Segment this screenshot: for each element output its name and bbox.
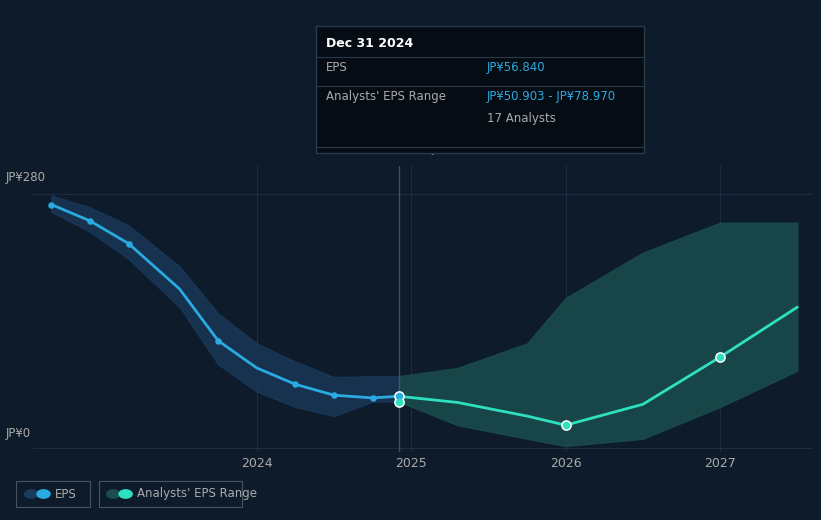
Point [84,217,97,225]
Text: EPS: EPS [55,488,76,500]
Point [366,394,379,402]
Point [392,397,406,406]
Text: EPS: EPS [326,61,347,74]
Point [289,380,302,388]
Point [713,353,727,361]
Text: Analysts' EPS Range: Analysts' EPS Range [137,488,257,500]
Point [559,421,572,430]
Text: JP¥56.840: JP¥56.840 [487,61,545,74]
Point [45,200,58,209]
Text: JP¥0: JP¥0 [6,426,30,439]
Text: Analysts' EPS Range: Analysts' EPS Range [326,90,446,103]
Point [392,392,406,400]
Text: Actual: Actual [355,142,395,155]
Text: Dec 31 2024: Dec 31 2024 [326,37,413,50]
Text: Analysts Forecasts: Analysts Forecasts [403,142,519,155]
Text: 17 Analysts: 17 Analysts [487,112,556,125]
Point [122,239,135,248]
Point [713,353,727,361]
Point [392,392,406,400]
Point [212,336,225,345]
Text: JP¥280: JP¥280 [6,171,45,184]
Text: JP¥50.903 - JP¥78.970: JP¥50.903 - JP¥78.970 [487,90,616,103]
Point [392,397,406,406]
Point [559,421,572,430]
Point [328,391,341,399]
